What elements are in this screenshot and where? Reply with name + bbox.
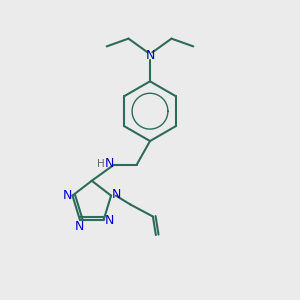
Text: N: N (105, 157, 114, 170)
Text: N: N (112, 188, 121, 201)
Text: N: N (145, 50, 155, 62)
Text: N: N (75, 220, 85, 233)
Text: N: N (62, 189, 72, 202)
Text: H: H (98, 159, 105, 169)
Text: N: N (104, 214, 114, 227)
